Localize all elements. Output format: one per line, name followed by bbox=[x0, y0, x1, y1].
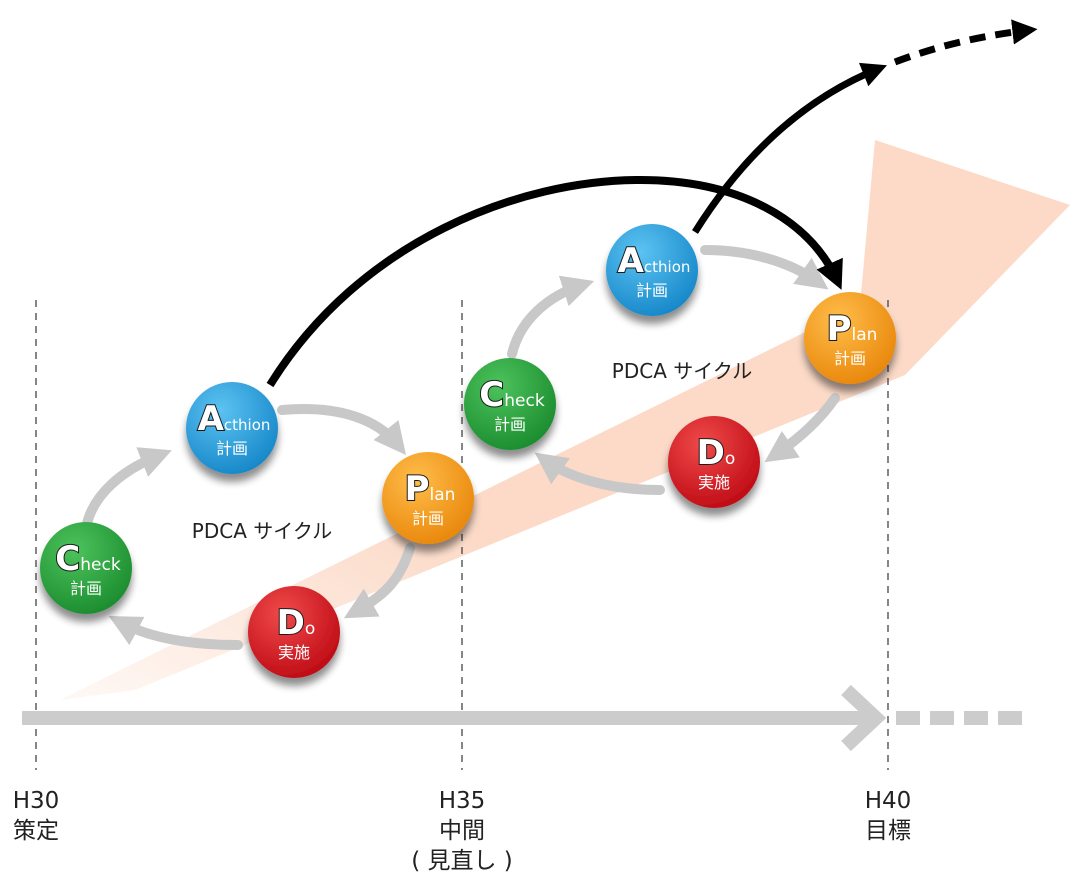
growth-band-arrow bbox=[60, 140, 1070, 700]
node-subtitle: 計画 bbox=[216, 439, 248, 458]
marker-label: 策定 bbox=[13, 818, 59, 844]
node-word: o bbox=[305, 619, 315, 639]
node-circle bbox=[40, 522, 132, 614]
future-arrow-solid bbox=[692, 62, 888, 234]
node-word: o bbox=[725, 449, 735, 469]
marker-h35: H35 中間 ( 見直し ) bbox=[402, 786, 522, 876]
node-letter: D bbox=[277, 603, 305, 643]
marker-year: H30 bbox=[12, 788, 60, 814]
node-letter: C bbox=[479, 375, 504, 415]
node-title: Acthion bbox=[618, 241, 691, 281]
node-subtitle: 計画 bbox=[494, 415, 526, 434]
node-title: Plan bbox=[405, 469, 456, 509]
marker-year: H35 bbox=[438, 788, 486, 814]
node-circle bbox=[606, 224, 698, 316]
node-word: lan bbox=[430, 485, 456, 505]
future-arrow-dashed bbox=[893, 19, 1038, 66]
node-circle bbox=[464, 358, 556, 450]
marker-h40: H40 目標 bbox=[828, 786, 948, 846]
node-letter: A bbox=[198, 399, 225, 439]
node-circle bbox=[248, 586, 340, 678]
node-title: Check bbox=[55, 539, 121, 579]
node-title: Do bbox=[277, 603, 316, 643]
marker-note: ( 見直し ) bbox=[411, 848, 513, 874]
marker-label: 中間 bbox=[439, 818, 485, 844]
node-circle bbox=[186, 382, 278, 474]
marker-h30: H30 策定 bbox=[0, 786, 96, 846]
node-subtitle: 計画 bbox=[834, 349, 866, 368]
node-subtitle: 実施 bbox=[278, 643, 310, 662]
marker-year: H40 bbox=[864, 788, 912, 814]
node-letter: P bbox=[405, 469, 430, 509]
node-letter: C bbox=[55, 539, 80, 579]
node-word: lan bbox=[852, 325, 878, 345]
node-circle bbox=[382, 452, 474, 544]
cycle-1-label: PDCA サイクル bbox=[192, 519, 332, 543]
node-letter: D bbox=[697, 433, 725, 473]
cycle-2-label: PDCA サイクル bbox=[612, 359, 752, 383]
node-subtitle: 計画 bbox=[70, 579, 102, 598]
node-word: heck bbox=[80, 555, 121, 575]
node-title: Check bbox=[479, 375, 545, 415]
node-circle bbox=[804, 292, 896, 384]
node-title: Plan bbox=[827, 309, 878, 349]
node-circle bbox=[668, 416, 760, 508]
node-title: Acthion bbox=[198, 399, 271, 439]
node-subtitle: 実施 bbox=[698, 473, 730, 492]
marker-label: 目標 bbox=[865, 818, 911, 844]
node-word: cthion bbox=[224, 416, 271, 434]
node-letter: P bbox=[827, 309, 852, 349]
cycle-2-arrows bbox=[507, 245, 840, 495]
timeline-arrow bbox=[22, 684, 1022, 752]
cycle-1-arrows bbox=[81, 404, 415, 650]
node-subtitle: 計画 bbox=[412, 509, 444, 528]
node-subtitle: 計画 bbox=[636, 281, 668, 300]
node-word: cthion bbox=[644, 258, 691, 276]
node-title: Do bbox=[697, 433, 736, 473]
node-letter: A bbox=[618, 241, 645, 281]
next-cycle-arrow bbox=[266, 175, 843, 388]
node-word: heck bbox=[504, 391, 545, 411]
